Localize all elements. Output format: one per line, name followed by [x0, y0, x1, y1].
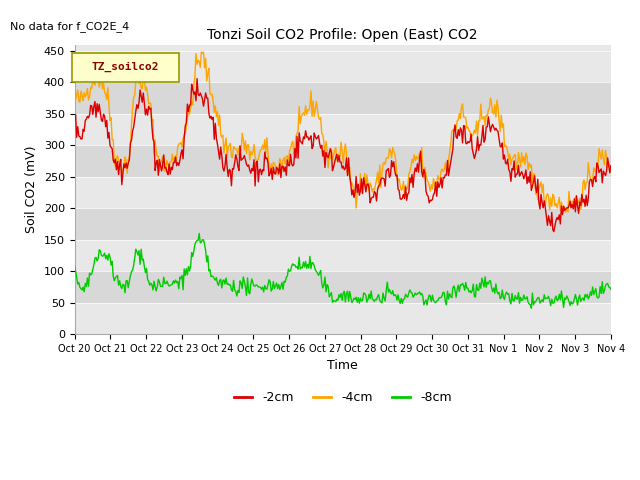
Text: TZ_soilco2: TZ_soilco2 — [92, 62, 159, 72]
Y-axis label: Soil CO2 (mV): Soil CO2 (mV) — [25, 145, 38, 233]
Bar — [74, 303, 611, 334]
Text: No data for f_CO2E_4: No data for f_CO2E_4 — [10, 22, 129, 32]
Bar — [74, 271, 611, 303]
Bar — [74, 51, 611, 83]
FancyBboxPatch shape — [72, 53, 179, 82]
X-axis label: Time: Time — [327, 360, 358, 372]
Bar — [74, 145, 611, 177]
Bar — [74, 83, 611, 114]
Legend: -2cm, -4cm, -8cm: -2cm, -4cm, -8cm — [228, 386, 457, 409]
Title: Tonzi Soil CO2 Profile: Open (East) CO2: Tonzi Soil CO2 Profile: Open (East) CO2 — [207, 28, 478, 42]
Bar — [74, 208, 611, 240]
Bar — [74, 240, 611, 271]
Bar — [74, 177, 611, 208]
Bar — [74, 114, 611, 145]
